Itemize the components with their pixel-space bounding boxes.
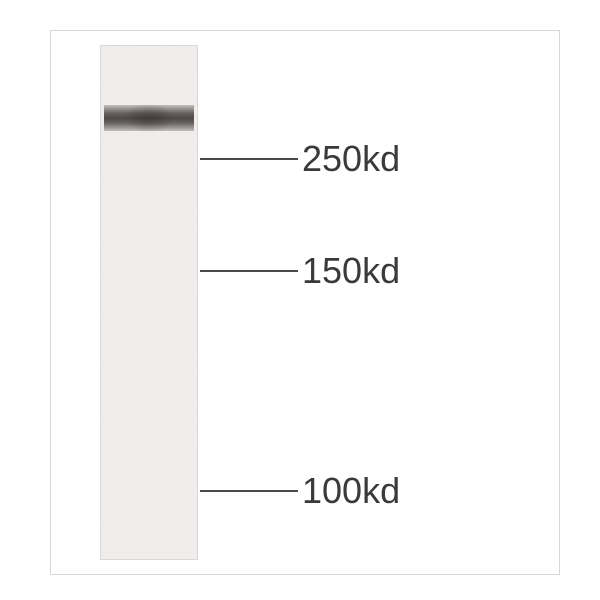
marker-line-0 bbox=[200, 158, 298, 160]
marker-label-1: 150kd bbox=[302, 250, 400, 292]
band-inner bbox=[104, 105, 194, 131]
protein-band bbox=[104, 105, 194, 131]
marker-line-1 bbox=[200, 270, 298, 272]
marker-line-2 bbox=[200, 490, 298, 492]
marker-label-0: 250kd bbox=[302, 138, 400, 180]
marker-label-2: 100kd bbox=[302, 470, 400, 512]
blot-container: 250kd 150kd 100kd bbox=[0, 0, 600, 600]
